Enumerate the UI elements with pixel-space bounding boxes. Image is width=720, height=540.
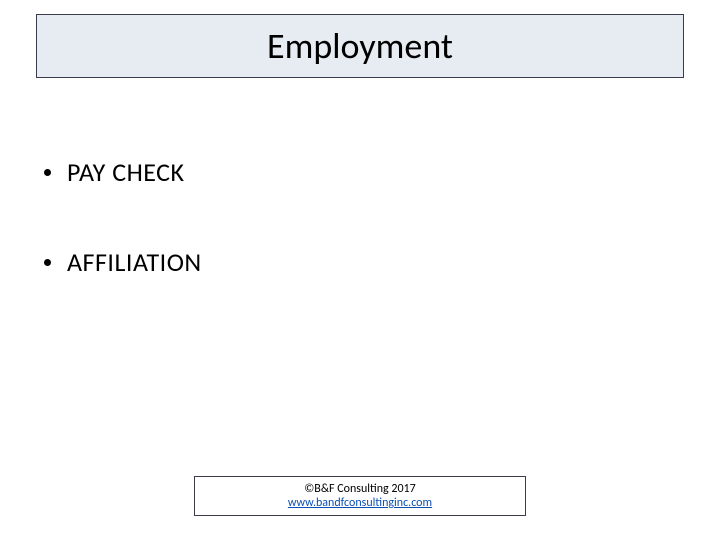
- footer-copyright: ©B&F Consulting 2017: [304, 482, 415, 496]
- slide-title: Employment: [267, 24, 453, 68]
- list-item: PAY CHECK: [44, 156, 202, 188]
- bullet-icon: [44, 259, 51, 266]
- list-item: AFFILIATION: [44, 246, 202, 278]
- footer-box: ©B&F Consulting 2017 www.bandfconsulting…: [194, 476, 526, 516]
- footer-link[interactable]: www.bandfconsultinginc.com: [288, 496, 432, 510]
- title-box: Employment: [36, 14, 684, 78]
- bullet-icon: [44, 169, 51, 176]
- bullet-list: PAY CHECK AFFILIATION: [44, 156, 202, 336]
- bullet-label: AFFILIATION: [67, 246, 202, 278]
- bullet-label: PAY CHECK: [67, 156, 185, 188]
